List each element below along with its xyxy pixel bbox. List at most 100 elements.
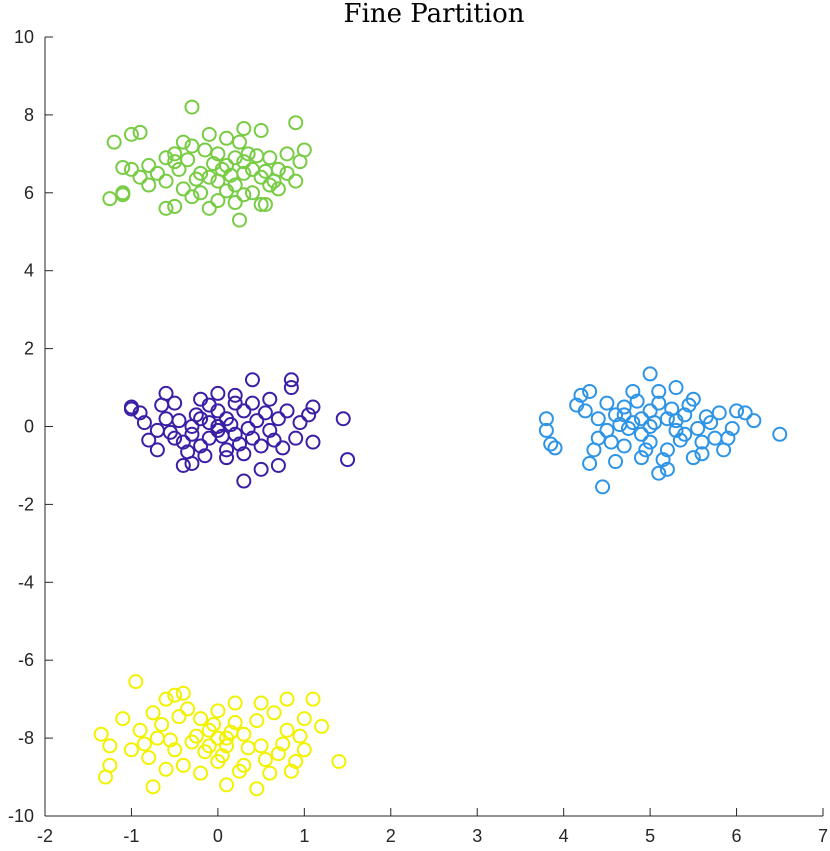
data-point [158, 200, 174, 216]
series-3 [538, 366, 788, 495]
data-point [668, 413, 684, 429]
y-tick-label: 8 [24, 105, 34, 125]
data-point [115, 187, 131, 203]
x-tick-label: -2 [37, 826, 53, 846]
data-point [608, 407, 624, 423]
data-point [573, 387, 589, 403]
data-point [123, 126, 139, 142]
data-point [582, 456, 598, 472]
data-point [175, 134, 191, 150]
data-point [219, 777, 235, 793]
data-point [253, 461, 269, 477]
data-point [223, 167, 239, 183]
data-point [288, 753, 304, 769]
data-point [201, 415, 217, 431]
data-point [547, 440, 563, 456]
data-point [296, 711, 312, 727]
data-point [167, 198, 183, 214]
data-point [180, 444, 196, 460]
data-point [136, 736, 152, 752]
data-point [232, 134, 247, 150]
data-point [288, 173, 304, 189]
data-point [227, 695, 243, 711]
data-point [184, 189, 200, 205]
data-point [132, 169, 148, 185]
data-point [262, 765, 278, 781]
data-point [586, 442, 602, 458]
data-point [279, 722, 295, 738]
data-point [180, 701, 196, 717]
x-tick-label: 7 [818, 826, 828, 846]
data-point [305, 434, 321, 450]
data-point [171, 709, 187, 725]
data-point [270, 457, 286, 473]
data-point [651, 383, 667, 399]
x-tick-label: 3 [472, 826, 482, 846]
data-point [638, 442, 654, 458]
data-point [249, 413, 265, 429]
data-point [227, 387, 243, 403]
data-point [236, 121, 252, 137]
data-point [538, 422, 554, 438]
data-point [275, 440, 291, 456]
y-tick-label: 10 [14, 27, 34, 47]
x-tick-label: 1 [299, 826, 309, 846]
data-point [167, 687, 183, 703]
data-point [115, 711, 131, 727]
chart-title: Fine Partition [344, 0, 525, 29]
data-point [158, 411, 174, 427]
data-point [93, 726, 109, 742]
data-point [296, 742, 312, 758]
data-point [232, 436, 247, 452]
data-point [115, 159, 131, 175]
data-point [232, 212, 247, 228]
data-point [612, 417, 628, 433]
data-point [305, 691, 321, 707]
data-point [102, 191, 118, 207]
data-point [219, 450, 235, 466]
data-point [201, 200, 217, 216]
data-point [729, 403, 745, 419]
data-point [227, 395, 243, 411]
data-point [158, 761, 174, 777]
data-point [681, 397, 697, 413]
data-point [106, 134, 122, 150]
data-point [569, 397, 585, 413]
data-point [128, 674, 144, 690]
data-point [249, 713, 265, 729]
data-point [685, 450, 701, 466]
y-tick-label: -8 [18, 728, 34, 748]
y-tick-label: 2 [24, 339, 34, 359]
data-point [201, 397, 217, 413]
x-tick-label: 6 [732, 826, 742, 846]
data-point [288, 430, 304, 446]
data-point [162, 424, 178, 440]
data-point [301, 407, 317, 423]
data-point [227, 195, 243, 211]
data-point [210, 146, 226, 162]
data-point [236, 154, 252, 170]
data-point [175, 457, 191, 473]
data-point [724, 420, 740, 436]
x-tick-label: -1 [123, 826, 139, 846]
data-point [197, 744, 213, 760]
y-tick-label: 0 [24, 417, 34, 437]
data-point [227, 715, 243, 731]
data-point [184, 426, 200, 442]
data-point [206, 156, 222, 172]
data-point [193, 765, 209, 781]
data-point [236, 446, 252, 462]
data-point [210, 193, 226, 209]
data-point [582, 383, 598, 399]
data-point [288, 115, 304, 131]
data-point [646, 415, 662, 431]
data-point [651, 395, 667, 411]
data-point [98, 769, 114, 785]
data-point [270, 411, 286, 427]
data-point [167, 146, 183, 162]
data-point [279, 403, 295, 419]
data-point [132, 722, 148, 738]
data-point [659, 461, 675, 477]
